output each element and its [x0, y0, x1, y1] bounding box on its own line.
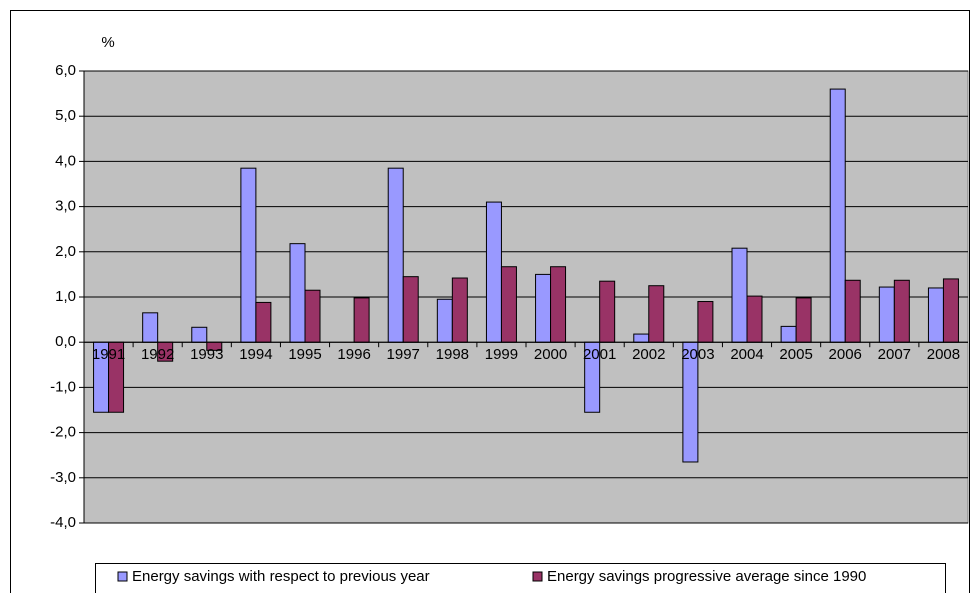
bar	[304, 289, 321, 343]
y-tick-label: 0,0	[55, 333, 76, 350]
y-tick-label: -1,0	[50, 378, 76, 395]
bar	[844, 279, 861, 343]
bar	[289, 243, 306, 343]
bar	[697, 301, 714, 343]
y-tick-label: 2,0	[55, 243, 76, 260]
bar	[353, 297, 370, 343]
bar	[942, 278, 959, 343]
x-tick-label: 2008	[927, 346, 960, 363]
legend-swatch	[117, 571, 128, 582]
bar	[893, 279, 910, 343]
bar	[878, 286, 895, 343]
x-tick-label: 2000	[534, 346, 567, 363]
bar	[240, 167, 257, 343]
x-tick-label: 1999	[485, 346, 518, 363]
bar	[255, 301, 272, 343]
x-tick-label: 2004	[730, 346, 763, 363]
bar	[633, 333, 650, 343]
x-tick-label: 2003	[681, 346, 714, 363]
y-axis-title: %	[101, 34, 114, 51]
bar	[829, 88, 846, 343]
bar	[535, 273, 552, 343]
x-tick-label: 2006	[829, 346, 862, 363]
bar	[402, 276, 419, 343]
y-tick-label: -3,0	[50, 469, 76, 486]
bar	[795, 297, 812, 343]
x-tick-label: 2001	[583, 346, 616, 363]
bar	[436, 298, 453, 343]
x-tick-label: 1996	[337, 346, 370, 363]
x-tick-label: 1993	[190, 346, 223, 363]
x-tick-label: 1994	[239, 346, 272, 363]
bar	[648, 285, 665, 343]
y-tick-label: 1,0	[55, 288, 76, 305]
bar	[451, 277, 468, 343]
bar	[191, 326, 208, 343]
x-tick-label: 1995	[288, 346, 321, 363]
bar	[780, 325, 797, 343]
bar	[387, 167, 404, 343]
bar	[142, 312, 159, 343]
y-tick-label: 5,0	[55, 107, 76, 124]
legend-swatch	[532, 571, 543, 582]
bar	[485, 201, 502, 343]
y-tick-label: -2,0	[50, 424, 76, 441]
y-tick-label: 4,0	[55, 152, 76, 169]
y-tick-label: 6,0	[55, 62, 76, 79]
x-tick-label: 1997	[387, 346, 420, 363]
x-tick-label: 1998	[436, 346, 469, 363]
y-tick-label: -4,0	[50, 514, 76, 531]
legend-label: Energy savings progressive average since…	[547, 568, 866, 585]
legend-label: Energy savings with respect to previous …	[132, 568, 430, 585]
x-tick-label: 2005	[779, 346, 812, 363]
y-tick-label: 3,0	[55, 198, 76, 215]
x-tick-label: 1992	[141, 346, 174, 363]
x-tick-label: 2002	[632, 346, 665, 363]
x-tick-label: 2007	[878, 346, 911, 363]
bar	[731, 247, 748, 343]
bar	[599, 280, 616, 343]
bar	[746, 295, 763, 343]
bar	[550, 266, 567, 343]
bar	[500, 266, 517, 343]
x-tick-label: 1991	[92, 346, 125, 363]
bar	[927, 287, 944, 343]
legend-box	[95, 563, 946, 593]
